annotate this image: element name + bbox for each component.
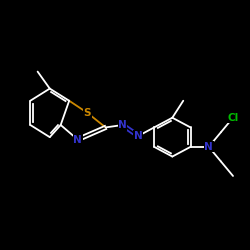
Text: Cl: Cl — [228, 113, 239, 123]
Text: N: N — [134, 131, 143, 141]
Text: N: N — [118, 120, 127, 130]
Text: N: N — [204, 142, 213, 152]
Text: S: S — [84, 108, 91, 118]
Text: N: N — [73, 134, 82, 144]
